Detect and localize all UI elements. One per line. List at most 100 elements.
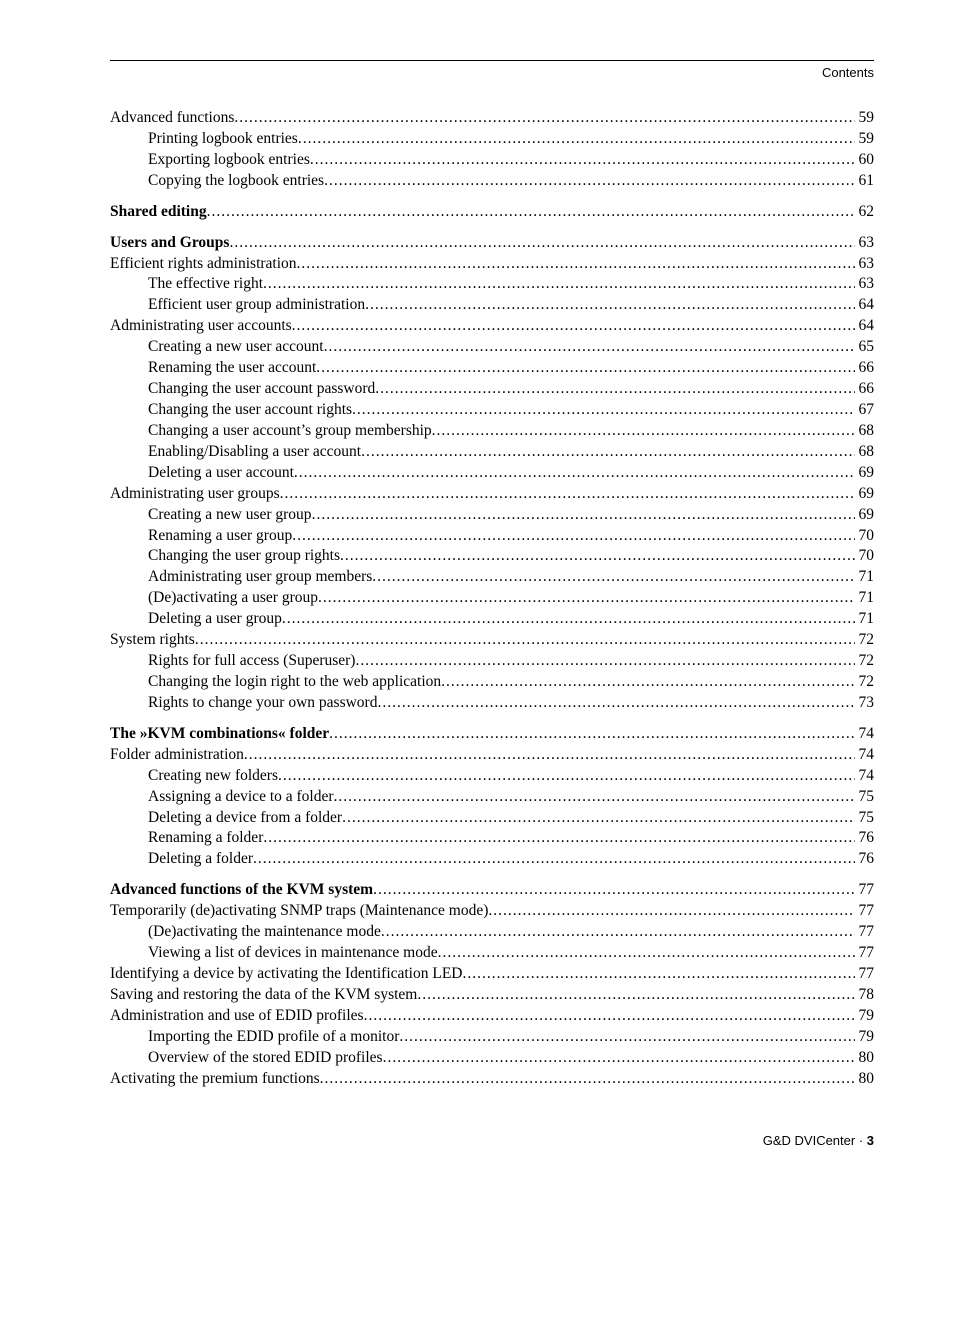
toc-leader-dots (377, 693, 854, 714)
toc-entry-page: 64 (857, 316, 875, 337)
toc-entry-page: 68 (857, 421, 875, 442)
toc-entry: System rights 72 (110, 630, 874, 651)
toc-leader-dots (278, 766, 855, 787)
toc-entry: Folder administration 74 (110, 745, 874, 766)
toc-entry-page: 69 (857, 484, 875, 505)
toc-leader-dots (292, 316, 855, 337)
toc-entry-page: 62 (857, 202, 875, 223)
toc-leader-dots (282, 609, 855, 630)
toc-entry-page: 71 (857, 588, 875, 609)
toc-entry-page: 71 (857, 609, 875, 630)
toc-entry: Users and Groups 63 (110, 233, 874, 254)
toc-entry-title: Temporarily (de)activating SNMP traps (M… (110, 901, 488, 922)
toc-entry-title: The effective right (148, 274, 263, 295)
footer-prefix: G&D DVICenter · (763, 1133, 867, 1148)
toc-entry-title: Advanced functions (110, 108, 234, 129)
toc-leader-dots (340, 546, 854, 567)
toc-entry: (De)activating a user group 71 (110, 588, 874, 609)
toc-entry-title: Saving and restoring the data of the KVM… (110, 985, 417, 1006)
toc-leader-dots (375, 379, 854, 400)
toc-entry-page: 77 (857, 964, 875, 985)
toc-entry-page: 70 (857, 546, 875, 567)
toc-leader-dots (195, 630, 855, 651)
toc-entry: Administrating user group members 71 (110, 567, 874, 588)
toc-entry-title: Creating new folders (148, 766, 278, 787)
toc-leader-dots (463, 964, 855, 985)
toc-entry-title: Changing the user group rights (148, 546, 340, 567)
toc-entry: Exporting logbook entries 60 (110, 150, 874, 171)
toc-entry: Shared editing 62 (110, 202, 874, 223)
toc-entry-page: 77 (857, 922, 875, 943)
toc-entry-title: Folder administration (110, 745, 244, 766)
toc-entry-page: 66 (857, 379, 875, 400)
toc-entry: Administrating user groups 69 (110, 484, 874, 505)
toc-entry: Copying the logbook entries 61 (110, 171, 874, 192)
toc-entry: Administrating user accounts 64 (110, 316, 874, 337)
toc-leader-dots (342, 808, 854, 829)
toc-entry: Advanced functions 59 (110, 108, 874, 129)
toc-entry-page: 77 (857, 901, 875, 922)
toc-entry: Efficient rights administration 63 (110, 254, 874, 275)
toc-entry-page: 63 (857, 233, 875, 254)
toc-leader-dots (399, 1027, 854, 1048)
table-of-contents: Advanced functions 59Printing logbook en… (110, 108, 874, 1089)
toc-entry-title: Changing a user account’s group membersh… (148, 421, 432, 442)
toc-entry-title: Changing the user account rights (148, 400, 352, 421)
toc-entry-page: 72 (857, 651, 875, 672)
toc-entry-page: 79 (857, 1006, 875, 1027)
toc-leader-dots (234, 108, 854, 129)
toc-entry: Changing the user account rights 67 (110, 400, 874, 421)
toc-entry: Deleting a user group 71 (110, 609, 874, 630)
toc-entry-page: 74 (857, 745, 875, 766)
toc-entry: Rights to change your own password73 (110, 693, 874, 714)
toc-leader-dots (310, 150, 855, 171)
toc-entry: Renaming a user group 70 (110, 526, 874, 547)
toc-entry-title: Printing logbook entries (148, 129, 298, 150)
toc-leader-dots (488, 901, 854, 922)
toc-entry-title: Rights for full access (Superuser) (148, 651, 355, 672)
toc-entry-title: Deleting a user group (148, 609, 282, 630)
toc-entry-title: Deleting a folder (148, 849, 253, 870)
toc-entry-title: Creating a new user account (148, 337, 324, 358)
toc-entry: Creating a new user account65 (110, 337, 874, 358)
toc-leader-dots (229, 233, 854, 254)
toc-entry-page: 59 (857, 108, 875, 129)
toc-entry-title: Administrating user accounts (110, 316, 292, 337)
toc-leader-dots (207, 202, 855, 223)
toc-leader-dots (294, 463, 855, 484)
toc-entry: The »KVM combinations« folder 74 (110, 724, 874, 745)
toc-entry-page: 74 (857, 724, 875, 745)
toc-leader-dots (352, 400, 854, 421)
toc-leader-dots (244, 745, 855, 766)
toc-entry: (De)activating the maintenance mode77 (110, 922, 874, 943)
toc-entry-page: 77 (857, 880, 875, 901)
toc-entry: Efficient user group administration 64 (110, 295, 874, 316)
toc-entry-page: 75 (857, 808, 875, 829)
toc-entry: Deleting a folder 76 (110, 849, 874, 870)
toc-entry: Importing the EDID profile of a monitor … (110, 1027, 874, 1048)
toc-entry: Temporarily (de)activating SNMP traps (M… (110, 901, 874, 922)
toc-entry: Advanced functions of the KVM system 77 (110, 880, 874, 901)
toc-entry-page: 68 (857, 442, 875, 463)
toc-entry: Creating a new user group69 (110, 505, 874, 526)
toc-entry: Rights for full access (Superuser) 72 (110, 651, 874, 672)
toc-entry-page: 71 (857, 567, 875, 588)
toc-entry: Enabling/Disabling a user account 68 (110, 442, 874, 463)
toc-entry-page: 74 (857, 766, 875, 787)
toc-entry-title: Identifying a device by activating the I… (110, 964, 463, 985)
toc-entry: Administration and use of EDID profiles … (110, 1006, 874, 1027)
toc-entry-title: Advanced functions of the KVM system (110, 880, 373, 901)
toc-leader-dots (320, 1069, 855, 1090)
toc-leader-dots (372, 567, 854, 588)
toc-entry-page: 60 (857, 150, 875, 171)
toc-entry: Creating new folders 74 (110, 766, 874, 787)
toc-entry-page: 75 (857, 787, 875, 808)
toc-leader-dots (297, 254, 855, 275)
toc-leader-dots (324, 337, 855, 358)
toc-entry-title: Efficient rights administration (110, 254, 297, 275)
toc-entry-title: Renaming a user group (148, 526, 292, 547)
toc-entry-page: 72 (857, 630, 875, 651)
toc-entry-title: Exporting logbook entries (148, 150, 310, 171)
toc-leader-dots (280, 484, 855, 505)
toc-entry: Changing the user account password 66 (110, 379, 874, 400)
